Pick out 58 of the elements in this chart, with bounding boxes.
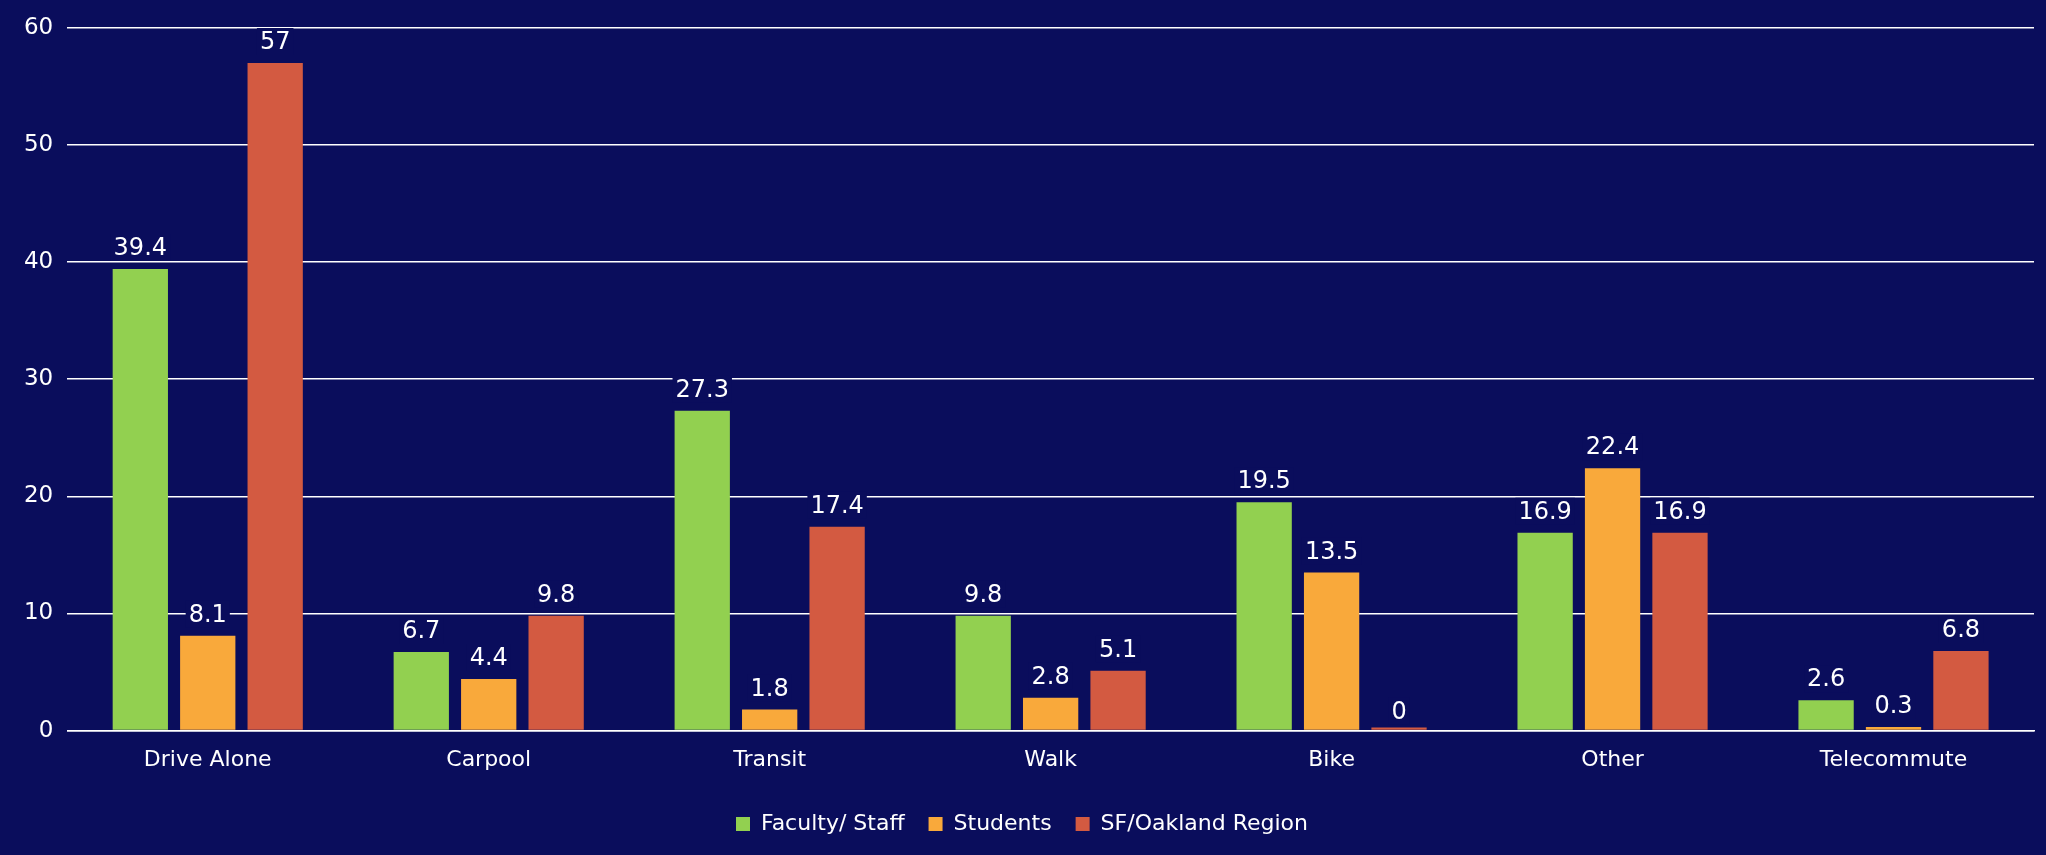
x-tick-label: Drive Alone xyxy=(143,745,272,771)
legend-label: SF/Oakland Region xyxy=(1100,809,1309,835)
x-tick-label: Transit xyxy=(732,745,807,771)
data-label: 19.5 xyxy=(1237,466,1291,495)
data-label: 16.9 xyxy=(1653,496,1707,525)
bar xyxy=(1652,532,1708,730)
bar xyxy=(247,62,303,730)
data-label: 9.8 xyxy=(964,580,1003,609)
bar xyxy=(674,410,730,730)
data-label: 2.8 xyxy=(1031,662,1070,691)
y-tick-label: 30 xyxy=(23,364,54,391)
legend-label: Students xyxy=(953,809,1052,835)
y-tick-label: 40 xyxy=(23,247,54,274)
x-tick-label: Other xyxy=(1581,745,1645,771)
bar xyxy=(742,709,798,730)
bar xyxy=(112,269,168,730)
bar xyxy=(393,652,449,730)
data-label: 2.6 xyxy=(1807,664,1846,693)
data-label: 5.1 xyxy=(1098,635,1138,664)
data-label: 39.4 xyxy=(113,233,168,262)
bar xyxy=(1517,532,1573,730)
data-label: 13.5 xyxy=(1304,536,1359,565)
x-tick-label: Bike xyxy=(1308,745,1355,771)
x-tick-label: Telecommute xyxy=(1818,745,1968,771)
bar xyxy=(1022,697,1079,730)
y-tick-label: 50 xyxy=(23,129,54,156)
data-label: 6.7 xyxy=(402,616,441,645)
data-label: 9.8 xyxy=(537,580,576,609)
bar xyxy=(528,615,584,730)
data-label: 0.3 xyxy=(1874,691,1913,720)
bar xyxy=(1236,502,1292,730)
bar xyxy=(809,526,865,730)
data-label: 4.4 xyxy=(469,643,508,672)
bar xyxy=(1303,572,1360,730)
data-label: 57 xyxy=(259,27,291,56)
bar xyxy=(955,615,1011,730)
data-label: 0 xyxy=(1391,696,1407,725)
data-label: 1.8 xyxy=(750,673,789,702)
bar xyxy=(1798,700,1854,730)
data-label: 6.8 xyxy=(1941,615,1981,644)
data-label: 8.1 xyxy=(188,599,227,628)
y-tick-label: 10 xyxy=(23,598,54,625)
y-tick-label: 0 xyxy=(38,715,54,742)
x-tick-label: Carpool xyxy=(446,745,532,771)
bar xyxy=(1933,650,1989,730)
x-tick-label: Walk xyxy=(1024,745,1078,771)
data-label: 27.3 xyxy=(675,375,729,404)
legend-label: Faculty/ Staff xyxy=(761,809,906,835)
y-tick-label: 60 xyxy=(23,12,54,39)
data-label: 16.9 xyxy=(1518,496,1572,525)
bar xyxy=(180,635,236,730)
data-label: 17.4 xyxy=(810,491,864,520)
bar xyxy=(1865,727,1922,730)
y-tick-label: 20 xyxy=(23,481,54,508)
bar xyxy=(461,679,517,730)
bar xyxy=(1090,670,1146,730)
data-label: 22.4 xyxy=(1585,432,1640,461)
bar xyxy=(1584,468,1641,730)
